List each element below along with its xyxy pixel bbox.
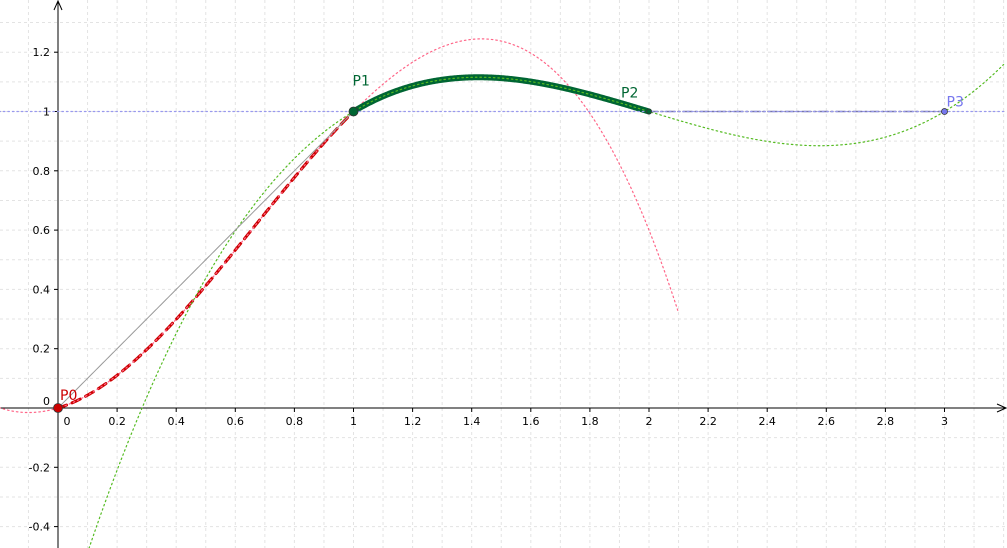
y-tick-label: 0.8 <box>33 165 51 178</box>
point-p1 <box>348 106 359 117</box>
curve-s2-ext <box>88 63 1005 548</box>
y-tick-label: 0 <box>43 395 50 408</box>
x-tick-label: 1 <box>350 415 357 428</box>
y-axis-arrow <box>53 0 63 11</box>
point-label-p2: P2 <box>621 86 638 102</box>
x-tick-label: 2.2 <box>699 415 717 428</box>
x-tick-label: 1.6 <box>522 415 540 428</box>
y-tick-label: 0.2 <box>33 343 51 356</box>
point-p2 <box>646 108 652 115</box>
x-tick-label: 3 <box>941 415 948 428</box>
x-tick-label: 2.6 <box>818 415 836 428</box>
y-tick-label: 0.4 <box>33 283 51 296</box>
x-tick-label: 0.4 <box>167 415 185 428</box>
x-tick-label: 1.2 <box>404 415 422 428</box>
x-tick-label: 1.8 <box>581 415 599 428</box>
x-tick-label: 0.2 <box>108 415 126 428</box>
point-label-p0: P0 <box>60 388 77 404</box>
x-tick-label: 0.8 <box>286 415 304 428</box>
x-tick-label: 0.6 <box>227 415 245 428</box>
point-label-p3: P3 <box>947 95 964 111</box>
x-tick-label: 1.4 <box>463 415 481 428</box>
y-tick-label: -0.4 <box>29 521 50 534</box>
curve-s2 <box>350 74 652 115</box>
y-tick-label: 1.2 <box>33 46 51 59</box>
x-axis-arrow <box>996 403 1007 413</box>
curve-chord <box>57 111 354 409</box>
point-label-p1: P1 <box>353 74 370 90</box>
y-tick-label: 0.6 <box>33 224 51 237</box>
point-p3 <box>941 108 948 115</box>
y-tick-label: -0.2 <box>29 461 50 474</box>
x-tick-label: 2.4 <box>758 415 776 428</box>
x-tick-label: 2 <box>646 415 653 428</box>
x-tick-label: 0 <box>64 415 71 428</box>
y-tick-label: 1 <box>43 106 50 119</box>
x-tick-label: 2.8 <box>877 415 895 428</box>
point-p0 <box>53 403 63 413</box>
curve-s1-ext <box>0 38 680 414</box>
